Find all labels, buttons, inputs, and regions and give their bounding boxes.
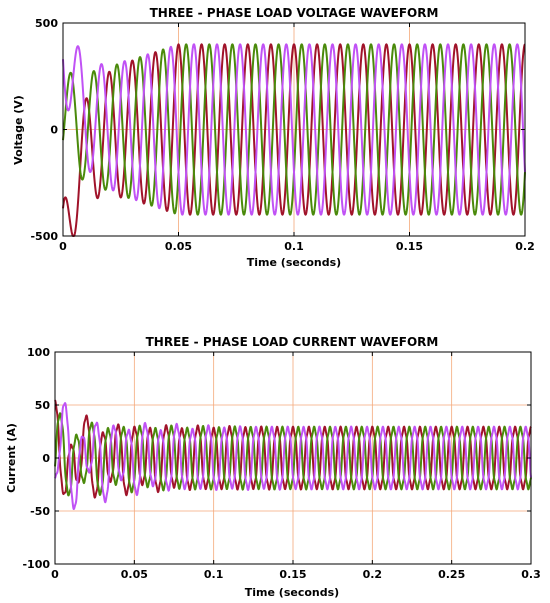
voltage-xtick-label: 0.05 xyxy=(165,240,192,253)
current-xtick-label: 0.15 xyxy=(279,568,306,581)
voltage-xtick-label: 0.15 xyxy=(396,240,423,253)
voltage-xtick-label: 0 xyxy=(59,240,67,253)
current-ytick-label: 0 xyxy=(42,452,50,465)
current-xtick-label: 0.3 xyxy=(521,568,541,581)
current-series-line-1 xyxy=(54,399,532,499)
current-xtick-label: 0.25 xyxy=(438,568,465,581)
voltage-series-line-3 xyxy=(62,43,526,216)
current-chart-ylabel: Current (A) xyxy=(5,423,18,493)
current-ytick-label: -50 xyxy=(30,505,50,518)
voltage-ytick-label: 0 xyxy=(50,124,58,137)
current-ytick-label: -100 xyxy=(22,558,50,571)
voltage-chart-title: THREE - PHASE LOAD VOLTAGE WAVEFORM xyxy=(150,6,439,20)
current-xtick-label: 0.1 xyxy=(204,568,224,581)
current-xtick-label: 0.2 xyxy=(363,568,383,581)
voltage-ytick-label: 500 xyxy=(35,17,58,30)
current-chart-title: THREE - PHASE LOAD CURRENT WAVEFORM xyxy=(146,335,439,349)
current-series-line-3 xyxy=(54,402,532,511)
current-chart: THREE - PHASE LOAD CURRENT WAVEFORM Time… xyxy=(5,335,541,599)
voltage-chart: THREE - PHASE LOAD VOLTAGE WAVEFORM Time… xyxy=(12,6,535,269)
voltage-chart-xlabel: Time (seconds) xyxy=(247,256,341,269)
current-xtick-label: 0.05 xyxy=(121,568,148,581)
voltage-chart-ylabel: Voltage (V) xyxy=(12,95,25,165)
current-chart-xlabel: Time (seconds) xyxy=(245,586,339,599)
voltage-xtick-label: 0.1 xyxy=(284,240,304,253)
voltage-ytick-label: -500 xyxy=(30,230,58,243)
current-ytick-label: 50 xyxy=(35,399,51,412)
voltage-xtick-label: 0.2 xyxy=(515,240,535,253)
current-xtick-label: 0 xyxy=(51,568,59,581)
current-ytick-label: 100 xyxy=(27,346,50,359)
